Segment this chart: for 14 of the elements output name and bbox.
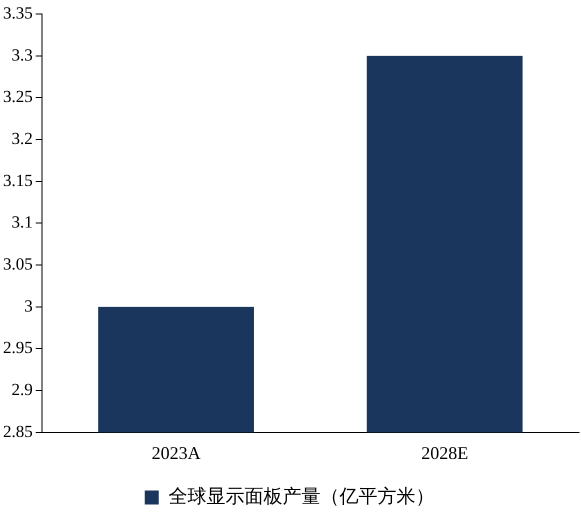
y-tick-label: 3.3: [12, 45, 33, 64]
legend-label: 全球显示面板产量（亿平方米）: [168, 485, 434, 508]
x-tick-label: 2023A: [152, 442, 201, 463]
y-tick-label: 3: [24, 296, 33, 316]
y-tick-label: 2.95: [3, 338, 33, 358]
y-tick-label: 2.9: [12, 380, 33, 400]
y-tick-label: 2.85: [3, 422, 33, 441]
y-tick-label: 3.2: [12, 128, 33, 148]
y-tick-label: 3.1: [12, 212, 33, 232]
y-tick-label: 3.25: [3, 87, 33, 106]
x-tick-label: 2028E: [421, 442, 468, 463]
y-tick-label: 3.35: [3, 3, 33, 22]
y-tick-label: 3.15: [3, 170, 33, 190]
y-tick-label: 3.05: [3, 254, 33, 274]
